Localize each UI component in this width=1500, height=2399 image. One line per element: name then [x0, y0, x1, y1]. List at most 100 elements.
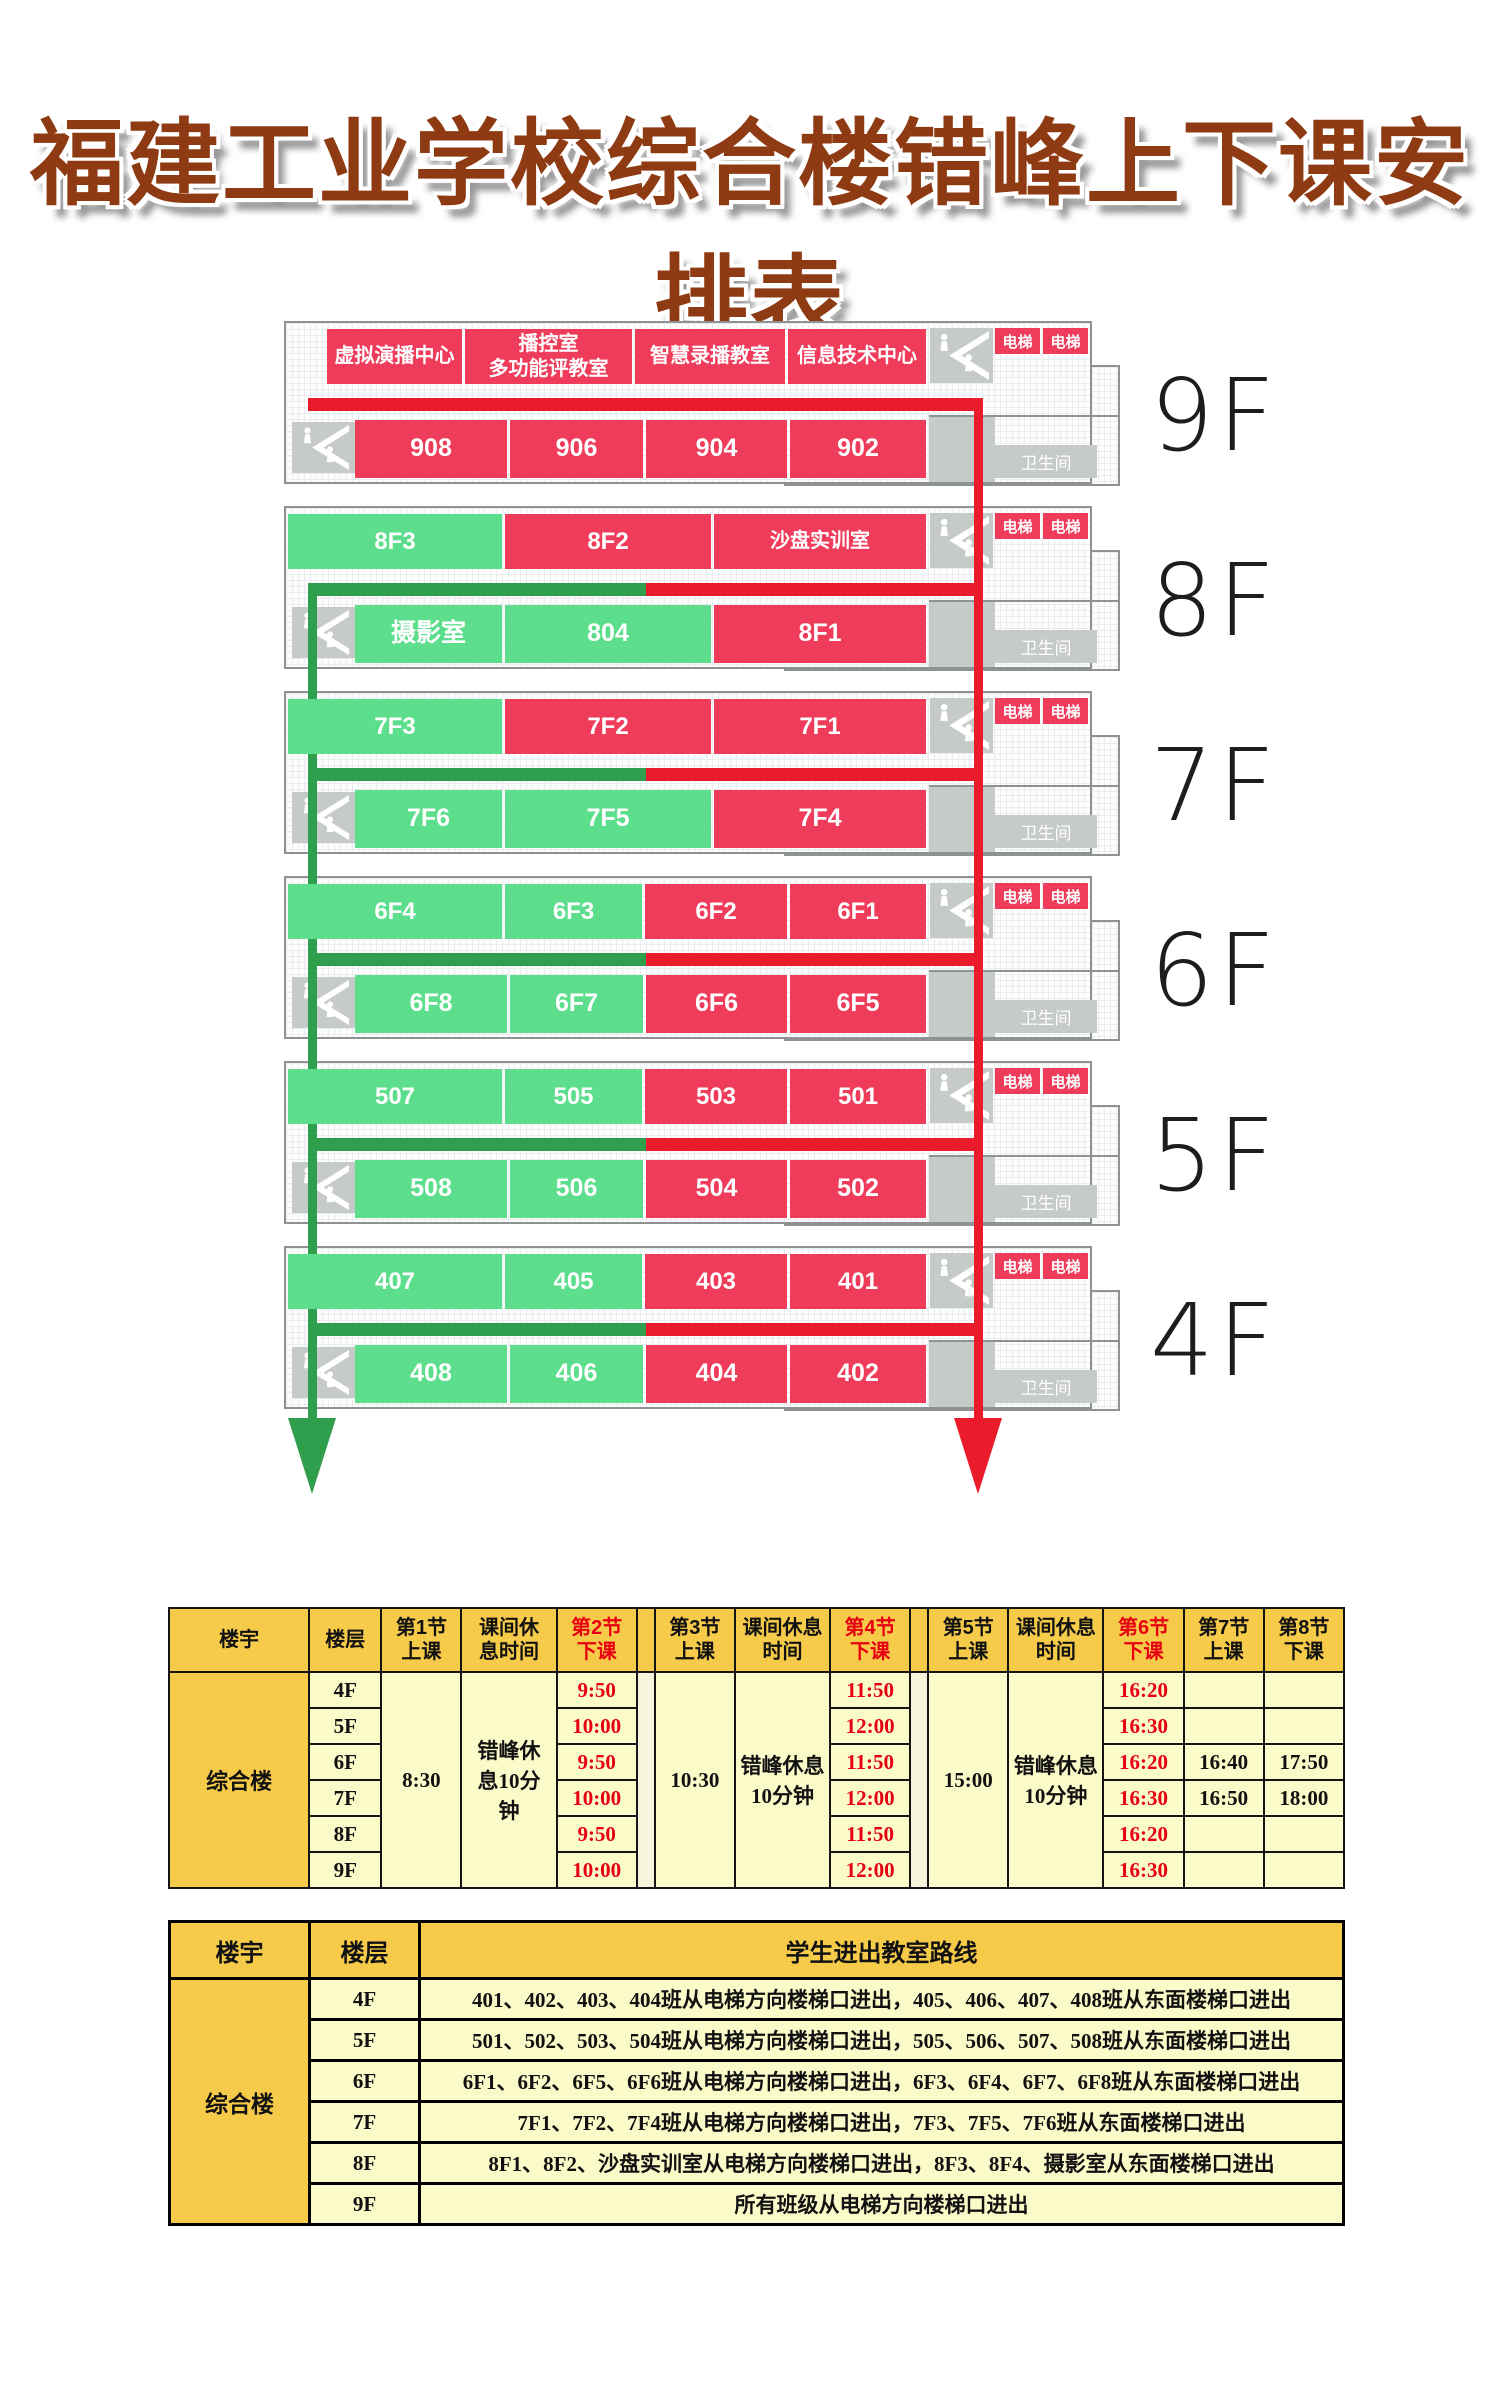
- break1-cell: 错峰休 息10分 钟: [460, 1671, 558, 1889]
- schedule-header-cell: 课间休息 时间: [1007, 1607, 1105, 1673]
- elevator-box: 电梯: [995, 328, 1040, 354]
- stairs-west-icon: [292, 977, 355, 1028]
- room-407: 407: [288, 1254, 502, 1309]
- route-table-body: 楼宇 楼层 学生进出教室路线 综合楼 4F 401、402、403、404班从电梯方向楼梯…: [168, 1920, 1345, 2226]
- room-8F1: 8F1: [714, 605, 926, 663]
- schedule-header-cell: 课间休息 时间: [733, 1607, 832, 1673]
- floor-cell: 7F: [308, 2100, 421, 2144]
- floor-label-9F: 9F: [1150, 357, 1280, 474]
- corridor-path-red: [646, 1323, 983, 1336]
- room-6F8: 6F8: [355, 975, 507, 1033]
- toilet-room: 卫生间: [995, 815, 1097, 848]
- elevator-box: 电梯: [995, 698, 1040, 724]
- room-8F3: 8F3: [288, 514, 502, 569]
- elevator-box: 电梯: [1043, 328, 1088, 354]
- floor-cell: 7F: [308, 1779, 383, 1817]
- period8-end-cell: 18:00: [1262, 1779, 1346, 1817]
- stair-landing-area: [929, 787, 995, 852]
- room-7F3: 7F3: [288, 699, 502, 754]
- room-6F1: 6F1: [790, 884, 926, 939]
- floor-label-4F: 4F: [1150, 1282, 1280, 1399]
- stairs-east-icon: [930, 1253, 993, 1308]
- period2-end-cell: 10:00: [555, 1851, 638, 1889]
- corridor-divider-line: [929, 970, 1118, 972]
- floor-cell: 4F: [308, 1977, 421, 2021]
- corridor-path-green: [308, 1138, 646, 1151]
- room-6F4: 6F4: [288, 884, 502, 939]
- elevator-box: 电梯: [995, 1253, 1040, 1279]
- room-7F2: 7F2: [505, 699, 711, 754]
- schedule-header-cell: 第7节 上课: [1182, 1607, 1265, 1673]
- schedule-header-cell: 第1节 上课: [380, 1607, 463, 1673]
- route-header-cell-2: 学生进出教室路线: [418, 1920, 1345, 1980]
- period8-end-cell: [1262, 1815, 1346, 1853]
- route-table: 楼宇 楼层 学生进出教室路线 综合楼 4F 401、402、403、404班从电梯方向楼梯…: [168, 1920, 1345, 2226]
- room-虚拟演播中心: 虚拟演播中心: [327, 329, 462, 384]
- room-501: 501: [790, 1069, 926, 1124]
- period4-end-cell: 11:50: [829, 1815, 912, 1853]
- corridor-path-green: [308, 583, 646, 596]
- break3-cell: 错峰休息 10分钟: [1007, 1671, 1105, 1889]
- stairs-west-icon: [292, 792, 355, 843]
- stair-landing-area: [929, 1342, 995, 1407]
- elevator-box: 电梯: [1043, 883, 1088, 909]
- floor-cell: 4F: [308, 1671, 383, 1709]
- room-408: 408: [355, 1345, 507, 1403]
- corridor-divider-line: [929, 1340, 1118, 1342]
- corridor-divider-line: [929, 785, 1118, 787]
- room-7F5: 7F5: [505, 790, 711, 848]
- corridor-path-green: [308, 1323, 646, 1336]
- room-403: 403: [645, 1254, 787, 1309]
- room-404: 404: [646, 1345, 787, 1403]
- period7-start-cell: 16:40: [1182, 1743, 1265, 1781]
- room-804: 804: [505, 605, 711, 663]
- room-405: 405: [505, 1254, 642, 1309]
- page-title: 福建工业学校综合楼错峰上下课安排表: [29, 111, 1470, 352]
- period2-end-cell: 10:00: [555, 1779, 638, 1817]
- stairs-east-icon: [930, 328, 993, 383]
- exit-line-green: [308, 583, 317, 1420]
- spacer-cell: [909, 1671, 930, 1889]
- corridor-path-green: [308, 953, 646, 966]
- room-播控室-多功能评教室: 播控室 多功能评教室: [465, 329, 632, 384]
- room-902: 902: [790, 420, 926, 478]
- stair-landing-area: [929, 417, 995, 482]
- schedule-header-cell: 第6节 下课: [1102, 1607, 1185, 1673]
- room-908: 908: [355, 420, 507, 478]
- class-schedule-table: 楼宇 楼层 第1节 上课 课间休 息时间 第2节 下课 第3节 上课 课间休息 时间 第4节 …: [167, 1607, 1346, 1889]
- room-507: 507: [288, 1069, 502, 1124]
- period4-end-cell: 11:50: [829, 1671, 912, 1709]
- corridor-path-red: [646, 583, 983, 596]
- stairs-west-icon: [292, 1162, 355, 1213]
- period6-end-cell: 16:20: [1102, 1815, 1185, 1853]
- floor-cell: 8F: [308, 1815, 383, 1853]
- exit-arrow-green-icon: [288, 1418, 336, 1494]
- period8-end-cell: 17:50: [1262, 1743, 1346, 1781]
- room-6F3: 6F3: [505, 884, 642, 939]
- elevator-box: 电梯: [1043, 1068, 1088, 1094]
- floor-label-5F: 5F: [1150, 1097, 1280, 1214]
- period4-end-cell: 12:00: [829, 1707, 912, 1745]
- room-402: 402: [790, 1345, 926, 1403]
- room-摄影室: 摄影室: [355, 605, 502, 663]
- schedule-header-cell: 第3节 上课: [653, 1607, 736, 1673]
- period2-end-cell: 9:50: [555, 1815, 638, 1853]
- elevator-box: 电梯: [995, 883, 1040, 909]
- period6-end-cell: 16:20: [1102, 1671, 1185, 1709]
- corridor-divider-line: [929, 1155, 1118, 1157]
- route-cell: 501、502、503、504班从电梯方向楼梯口进出，505、506、507、5…: [418, 2018, 1345, 2062]
- period7-start-cell: [1182, 1851, 1265, 1889]
- room-7F1: 7F1: [714, 699, 926, 754]
- room-智慧录播教室: 智慧录播教室: [635, 329, 785, 384]
- period6-end-cell: 16:30: [1102, 1707, 1185, 1745]
- schedule-header-cell: 楼宇: [167, 1607, 311, 1673]
- stair-landing-area: [929, 602, 995, 667]
- exit-arrow-red-icon: [954, 1418, 1002, 1494]
- corridor-path-green: [308, 768, 646, 781]
- floor-cell: 5F: [308, 2018, 421, 2062]
- floor-cell: 6F: [308, 1743, 383, 1781]
- schedule-header-spacer: [635, 1607, 656, 1673]
- room-信息技术中心: 信息技术中心: [788, 329, 926, 384]
- elevator-box: 电梯: [1043, 698, 1088, 724]
- floor-cell: 9F: [308, 1851, 383, 1889]
